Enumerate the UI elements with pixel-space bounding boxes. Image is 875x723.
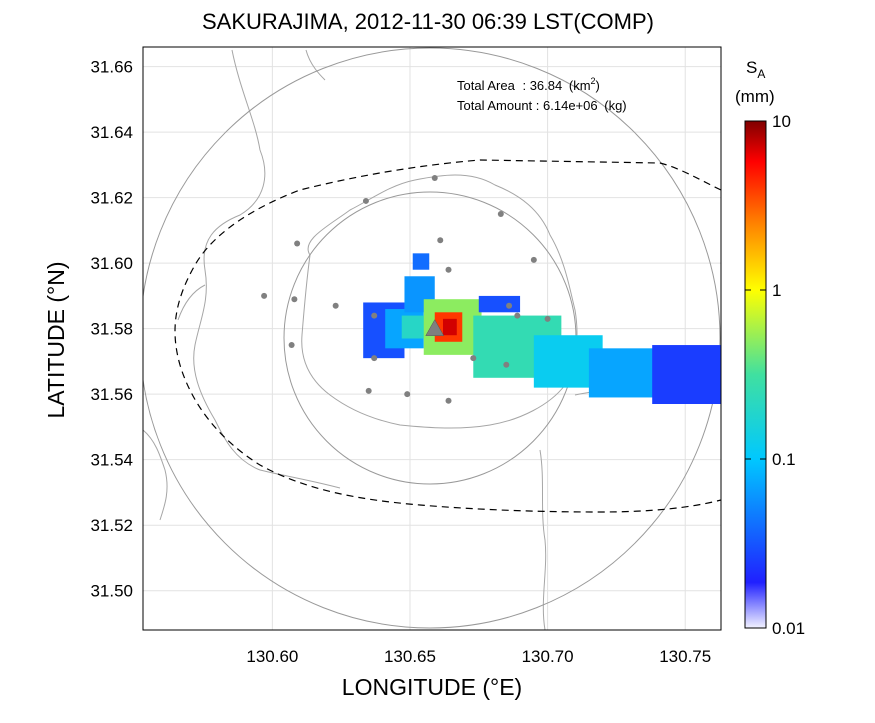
x-axis-label: LONGITUDE (°E): [342, 674, 522, 700]
ash-cell-11: [588, 348, 664, 398]
x-tick-1: 130.65: [384, 647, 436, 666]
colorbar-unit: (mm): [735, 87, 775, 106]
y-tick-5: 31.56: [90, 385, 133, 404]
station-dot-9: [332, 302, 339, 309]
total-area-unit-sup: 2: [591, 76, 596, 86]
colorbar-label-sub: A: [757, 67, 765, 81]
station-dot-11: [506, 302, 513, 309]
cb-tick-2: 0.1: [772, 450, 796, 469]
ash-cell-7: [443, 318, 457, 336]
total-amount-value: 6.14e+06: [543, 98, 598, 113]
station-dot-1: [362, 197, 369, 204]
station-dot-14: [288, 342, 295, 349]
total-area-label: Total Area: [457, 78, 516, 93]
y-tick-2: 31.62: [90, 189, 133, 208]
map-title: SAKURAJIMA, 2012-11-30 06:39 LST(COMP): [202, 9, 654, 34]
total-area-unit-pre: (km: [569, 78, 591, 93]
total-amount-unit: (kg): [604, 98, 626, 113]
svg-text:Total Amount : 6.14e+06: Total Amount : 6.14e+06 (kg): [457, 98, 627, 113]
station-dot-20: [445, 397, 452, 404]
vent-triangle-icon: [425, 319, 445, 336]
total-amount-label: Total Amount: [457, 98, 533, 113]
colorbar: SA (mm) 10 1 0.1 0.01: [735, 58, 805, 638]
x-tick-2: 130.70: [522, 647, 574, 666]
station-dot-7: [261, 292, 268, 299]
station-dot-10: [371, 312, 378, 319]
station-dot-3: [294, 240, 301, 247]
station-dot-12: [514, 312, 521, 319]
observation-stations: [261, 175, 551, 404]
dashed-boundary: [174, 159, 721, 513]
x-tick-labels: 130.60 130.65 130.70 130.75: [246, 647, 711, 666]
y-axis-label: LATITUDE (°N): [43, 262, 69, 419]
total-area-value: 36.84: [530, 78, 563, 93]
info-box: Total Area : 36.84 (km2) Total Amount : …: [457, 76, 627, 113]
y-tick-1: 31.64: [90, 123, 133, 142]
station-dot-5: [530, 256, 537, 263]
station-dot-6: [445, 266, 452, 273]
ash-cell-2: [401, 315, 427, 339]
svg-text:SA: SA: [746, 58, 765, 81]
plot-frame: [142, 46, 722, 631]
cb-tick-0: 10: [772, 112, 791, 131]
svg-text:Total Area : 36.84: Total Area : 36.84 (km2): [457, 76, 600, 93]
station-dot-19: [404, 391, 411, 398]
station-dot-17: [503, 361, 510, 368]
radar-ring-outer: [143, 47, 721, 629]
ash-cell-8: [478, 295, 521, 313]
station-dot-18: [365, 387, 372, 394]
x-tick-3: 130.75: [659, 647, 711, 666]
cb-tick-3: 0.01: [772, 619, 805, 638]
y-tick-7: 31.52: [90, 516, 133, 535]
ash-cell-4: [412, 253, 430, 270]
x-tick-0: 130.60: [246, 647, 298, 666]
y-tick-labels: 31.66 31.64 31.62 31.60 31.58 31.56 31.54 31.52…: [90, 58, 133, 601]
station-dot-4: [437, 237, 444, 244]
coastline-north: [193, 49, 341, 489]
station-dot-13: [544, 315, 551, 322]
colorbar-label: S: [746, 58, 757, 77]
station-dot-16: [470, 355, 477, 362]
station-dot-2: [497, 211, 504, 218]
coastline-west: [143, 284, 206, 521]
colorbar-gradient: [744, 120, 767, 629]
ash-cell-12: [652, 345, 721, 405]
station-dot-15: [371, 355, 378, 362]
total-area-unit-post: ): [596, 78, 600, 93]
station-dot-8: [291, 296, 298, 303]
y-tick-8: 31.50: [90, 582, 133, 601]
y-tick-6: 31.54: [90, 451, 133, 470]
y-tick-0: 31.66: [90, 58, 133, 77]
y-tick-3: 31.60: [90, 254, 133, 273]
cb-tick-1: 1: [772, 281, 781, 300]
station-dot-0: [431, 175, 438, 182]
y-tick-4: 31.58: [90, 320, 133, 339]
